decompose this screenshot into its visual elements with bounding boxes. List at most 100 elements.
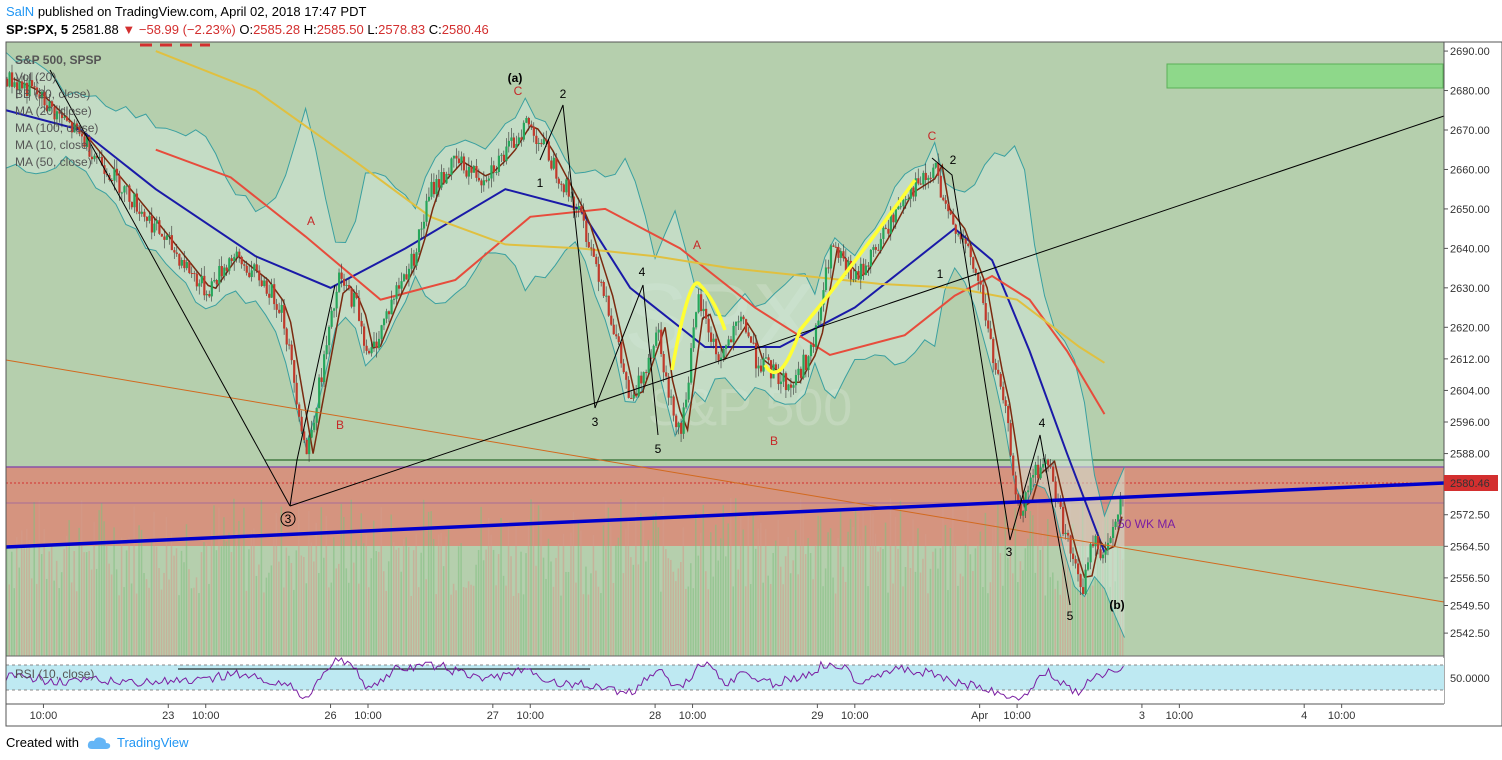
candle-body <box>30 80 34 87</box>
candle-body <box>348 285 351 289</box>
candle-body <box>737 321 740 323</box>
candle-body <box>722 348 725 358</box>
volume-bar <box>989 582 992 656</box>
candle-body <box>959 233 962 240</box>
price-axis[interactable] <box>1444 42 1502 656</box>
last-price-tag <box>1444 475 1498 491</box>
volume-bar <box>817 515 819 656</box>
volume-bar <box>874 533 877 656</box>
candle-body <box>822 290 825 306</box>
legend-item-symbol[interactable]: S&P 500, SPSP <box>15 53 102 67</box>
candle-body <box>547 141 550 161</box>
volume-bar <box>457 546 460 656</box>
volume-bar <box>240 545 243 656</box>
legend-item-ma20[interactable]: MA (20, close) <box>15 104 92 118</box>
candle-body <box>587 241 590 248</box>
candle-body <box>65 116 69 121</box>
bollinger-lower <box>5 155 1125 638</box>
candle-body <box>1002 386 1005 401</box>
volume-bar <box>959 573 962 656</box>
author-name[interactable]: SalN <box>6 4 35 19</box>
legend-item-ma100[interactable]: MA (100, close) <box>15 121 98 135</box>
volume-bar <box>170 533 173 656</box>
candle-body <box>198 283 201 287</box>
candle-body <box>767 357 770 361</box>
volume-bar <box>138 525 140 656</box>
candle-body <box>125 185 129 187</box>
legend-item-bb[interactable]: BB (20, close) <box>15 87 90 101</box>
tradingview-brand[interactable]: TradingView <box>116 735 189 750</box>
candle-body <box>759 365 763 372</box>
volume-bar <box>877 551 879 656</box>
volume-bar <box>650 539 652 656</box>
volume-bar <box>115 569 118 656</box>
candle-body <box>632 394 635 399</box>
candle-body <box>1034 464 1037 475</box>
candle-body <box>90 156 94 160</box>
wave-label-circle-3: 3 <box>285 512 292 526</box>
candle-body <box>280 304 283 313</box>
candle-body <box>607 295 610 316</box>
candle-body <box>595 256 598 265</box>
volume-bar <box>590 573 592 656</box>
candle-body <box>670 396 673 398</box>
candle-body <box>924 172 927 181</box>
candle-body <box>1094 535 1097 547</box>
volume-bar <box>285 547 288 656</box>
volume-bar <box>183 562 185 656</box>
candle-body <box>734 321 738 326</box>
candle-body <box>1116 514 1120 522</box>
volume-bar <box>130 583 133 656</box>
candle-body <box>33 86 36 88</box>
candle-body <box>555 157 558 179</box>
legend-item-ma10[interactable]: MA (10, close) <box>15 138 92 152</box>
y-tick-label: 2630.00 <box>1450 283 1490 295</box>
volume-bar <box>702 505 705 656</box>
legend[interactable]: S&P 500, SPSP Vol (20) BB (20, close) MA… <box>15 53 102 169</box>
candle-body <box>1084 569 1087 595</box>
volume-bar <box>582 594 585 656</box>
candle-body <box>515 143 518 148</box>
candle-body <box>275 304 278 310</box>
candle-body <box>707 318 710 333</box>
volume-bar <box>283 587 285 656</box>
candle-body <box>248 272 251 278</box>
volume-bar <box>143 573 145 656</box>
volume-bar <box>505 585 507 656</box>
volume-bar <box>387 561 390 656</box>
volume-bar <box>128 537 130 656</box>
rsi-line <box>5 657 1124 701</box>
volume-bar <box>377 551 380 656</box>
volume-bar <box>842 566 844 656</box>
time-axis[interactable] <box>6 704 1444 726</box>
candle-body <box>402 274 406 282</box>
volume-bar <box>485 549 487 656</box>
volume-bar <box>690 563 692 656</box>
candle-body <box>143 211 146 217</box>
volume-bar <box>465 587 467 656</box>
candle-body <box>330 310 333 327</box>
legend-item-ma50[interactable]: MA (50, close) <box>15 155 92 169</box>
volume-bar <box>917 528 919 656</box>
volume-bar <box>912 519 914 656</box>
volume-bar <box>562 533 565 656</box>
candle-body <box>887 228 890 234</box>
volume-bar <box>899 500 902 656</box>
wave-label-4b: 4 <box>1039 416 1046 430</box>
volume-bar <box>754 548 757 656</box>
candle-body <box>75 123 79 127</box>
volume-bar <box>652 515 655 656</box>
candle-body <box>829 245 833 269</box>
volume-bar <box>180 550 183 656</box>
volume-bar <box>100 503 103 656</box>
volume-bar <box>507 520 510 656</box>
legend-item-vol[interactable]: Vol (20) <box>15 70 56 84</box>
candle-body <box>687 382 690 400</box>
tradingview-link[interactable]: TradingView <box>87 735 189 750</box>
candle-body <box>605 295 608 297</box>
volume-bar <box>585 566 587 656</box>
volume-bar <box>455 590 457 656</box>
volume-bar <box>794 530 797 656</box>
symbol-label: SP:SPX, 5 <box>6 22 69 37</box>
